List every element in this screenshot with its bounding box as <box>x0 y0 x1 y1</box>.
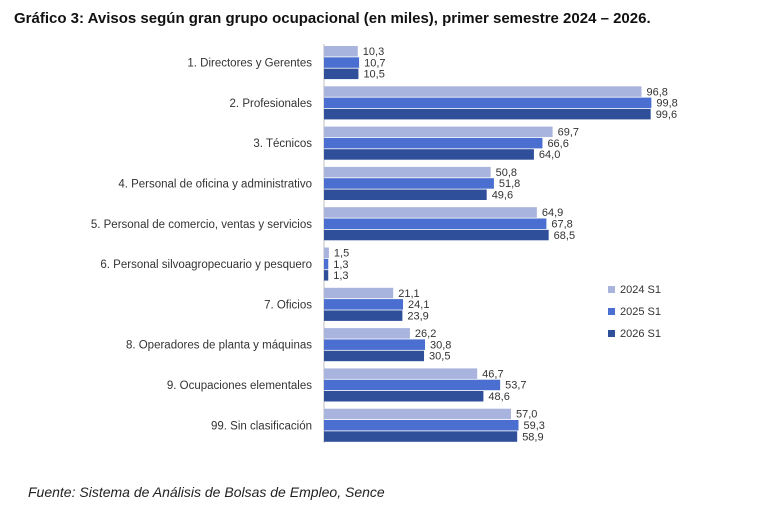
data-label: 99,8 <box>656 98 677 110</box>
data-label: 10,5 <box>363 69 384 81</box>
data-label: 99,6 <box>656 109 677 121</box>
category-label: 3. Técnicos <box>253 138 312 150</box>
data-label: 21,1 <box>398 288 419 300</box>
data-label: 1,3 <box>333 270 348 282</box>
category-label: 99. Sin clasificación <box>211 420 312 432</box>
category-label: 8. Operadores de planta y máquinas <box>126 340 312 352</box>
category-label: 1. Directores y Gerentes <box>187 58 312 70</box>
bar <box>324 149 534 160</box>
category-label: 5. Personal de comercio, ventas y servic… <box>91 219 312 231</box>
bar <box>324 229 549 241</box>
bar <box>324 368 478 379</box>
data-label: 50,8 <box>496 167 517 179</box>
bar <box>324 408 511 420</box>
data-label: 51,8 <box>499 178 520 190</box>
bar <box>324 339 426 350</box>
data-label: 67,8 <box>551 219 572 231</box>
data-label: 30,5 <box>429 351 450 363</box>
bar <box>324 431 518 442</box>
data-label: 30,8 <box>430 339 451 351</box>
bar <box>324 126 553 138</box>
data-label: 23,9 <box>407 310 428 322</box>
source-note: Fuente: Sistema de Análisis de Bolsas de… <box>28 484 385 500</box>
bar <box>324 420 519 431</box>
bar <box>324 97 652 109</box>
data-label: 57,0 <box>516 409 537 421</box>
category-label: 4. Personal de oficina y administrativo <box>118 178 312 190</box>
legend-swatch <box>608 286 615 293</box>
data-label: 64,9 <box>542 207 563 219</box>
bar <box>324 287 394 299</box>
category-label: 7. Oficios <box>264 299 312 311</box>
bar <box>324 68 359 80</box>
bar <box>324 379 501 391</box>
bar <box>324 247 329 258</box>
data-label: 1,3 <box>333 259 348 271</box>
bar <box>324 86 642 97</box>
data-label: 66,6 <box>547 138 568 150</box>
data-label: 64,0 <box>539 149 560 161</box>
data-label: 49,6 <box>492 190 513 202</box>
data-label: 24,1 <box>408 299 429 311</box>
bar <box>324 391 484 402</box>
bar <box>324 108 651 120</box>
category-label: 9. Ocupaciones elementales <box>167 380 312 392</box>
legend-label: 2025 S1 <box>620 306 661 318</box>
category-label: 2. Profesionales <box>230 98 313 110</box>
bar <box>324 189 487 200</box>
data-label: 96,8 <box>647 86 668 98</box>
data-label: 26,2 <box>415 328 436 340</box>
legend-label: 2024 S1 <box>620 284 661 296</box>
bar <box>324 218 547 229</box>
bar <box>324 46 358 57</box>
data-label: 53,7 <box>505 380 526 392</box>
bar <box>324 207 537 218</box>
chart-title: Gráfico 3: Avisos según gran grupo ocupa… <box>14 10 651 27</box>
bar <box>324 57 360 68</box>
bar <box>324 258 329 270</box>
bar <box>324 178 494 189</box>
data-label: 1,5 <box>334 248 349 260</box>
data-label: 68,5 <box>554 230 575 242</box>
bar <box>324 137 543 149</box>
bar <box>324 328 410 339</box>
bar <box>324 270 329 281</box>
bar <box>324 299 404 310</box>
legend-label: 2026 S1 <box>620 328 661 340</box>
data-label: 59,3 <box>524 420 545 432</box>
data-label: 46,7 <box>482 368 503 380</box>
bar <box>324 350 425 362</box>
legend-swatch <box>608 308 615 315</box>
data-label: 58,9 <box>522 431 543 443</box>
data-label: 10,7 <box>364 57 385 69</box>
data-label: 69,7 <box>558 127 579 139</box>
bar <box>324 310 403 321</box>
data-label: 10,3 <box>363 46 384 58</box>
category-label: 6. Personal silvoagropecuario y pesquero <box>100 259 312 271</box>
data-label: 48,6 <box>488 391 509 403</box>
bar <box>324 166 491 178</box>
legend-swatch <box>608 330 615 337</box>
